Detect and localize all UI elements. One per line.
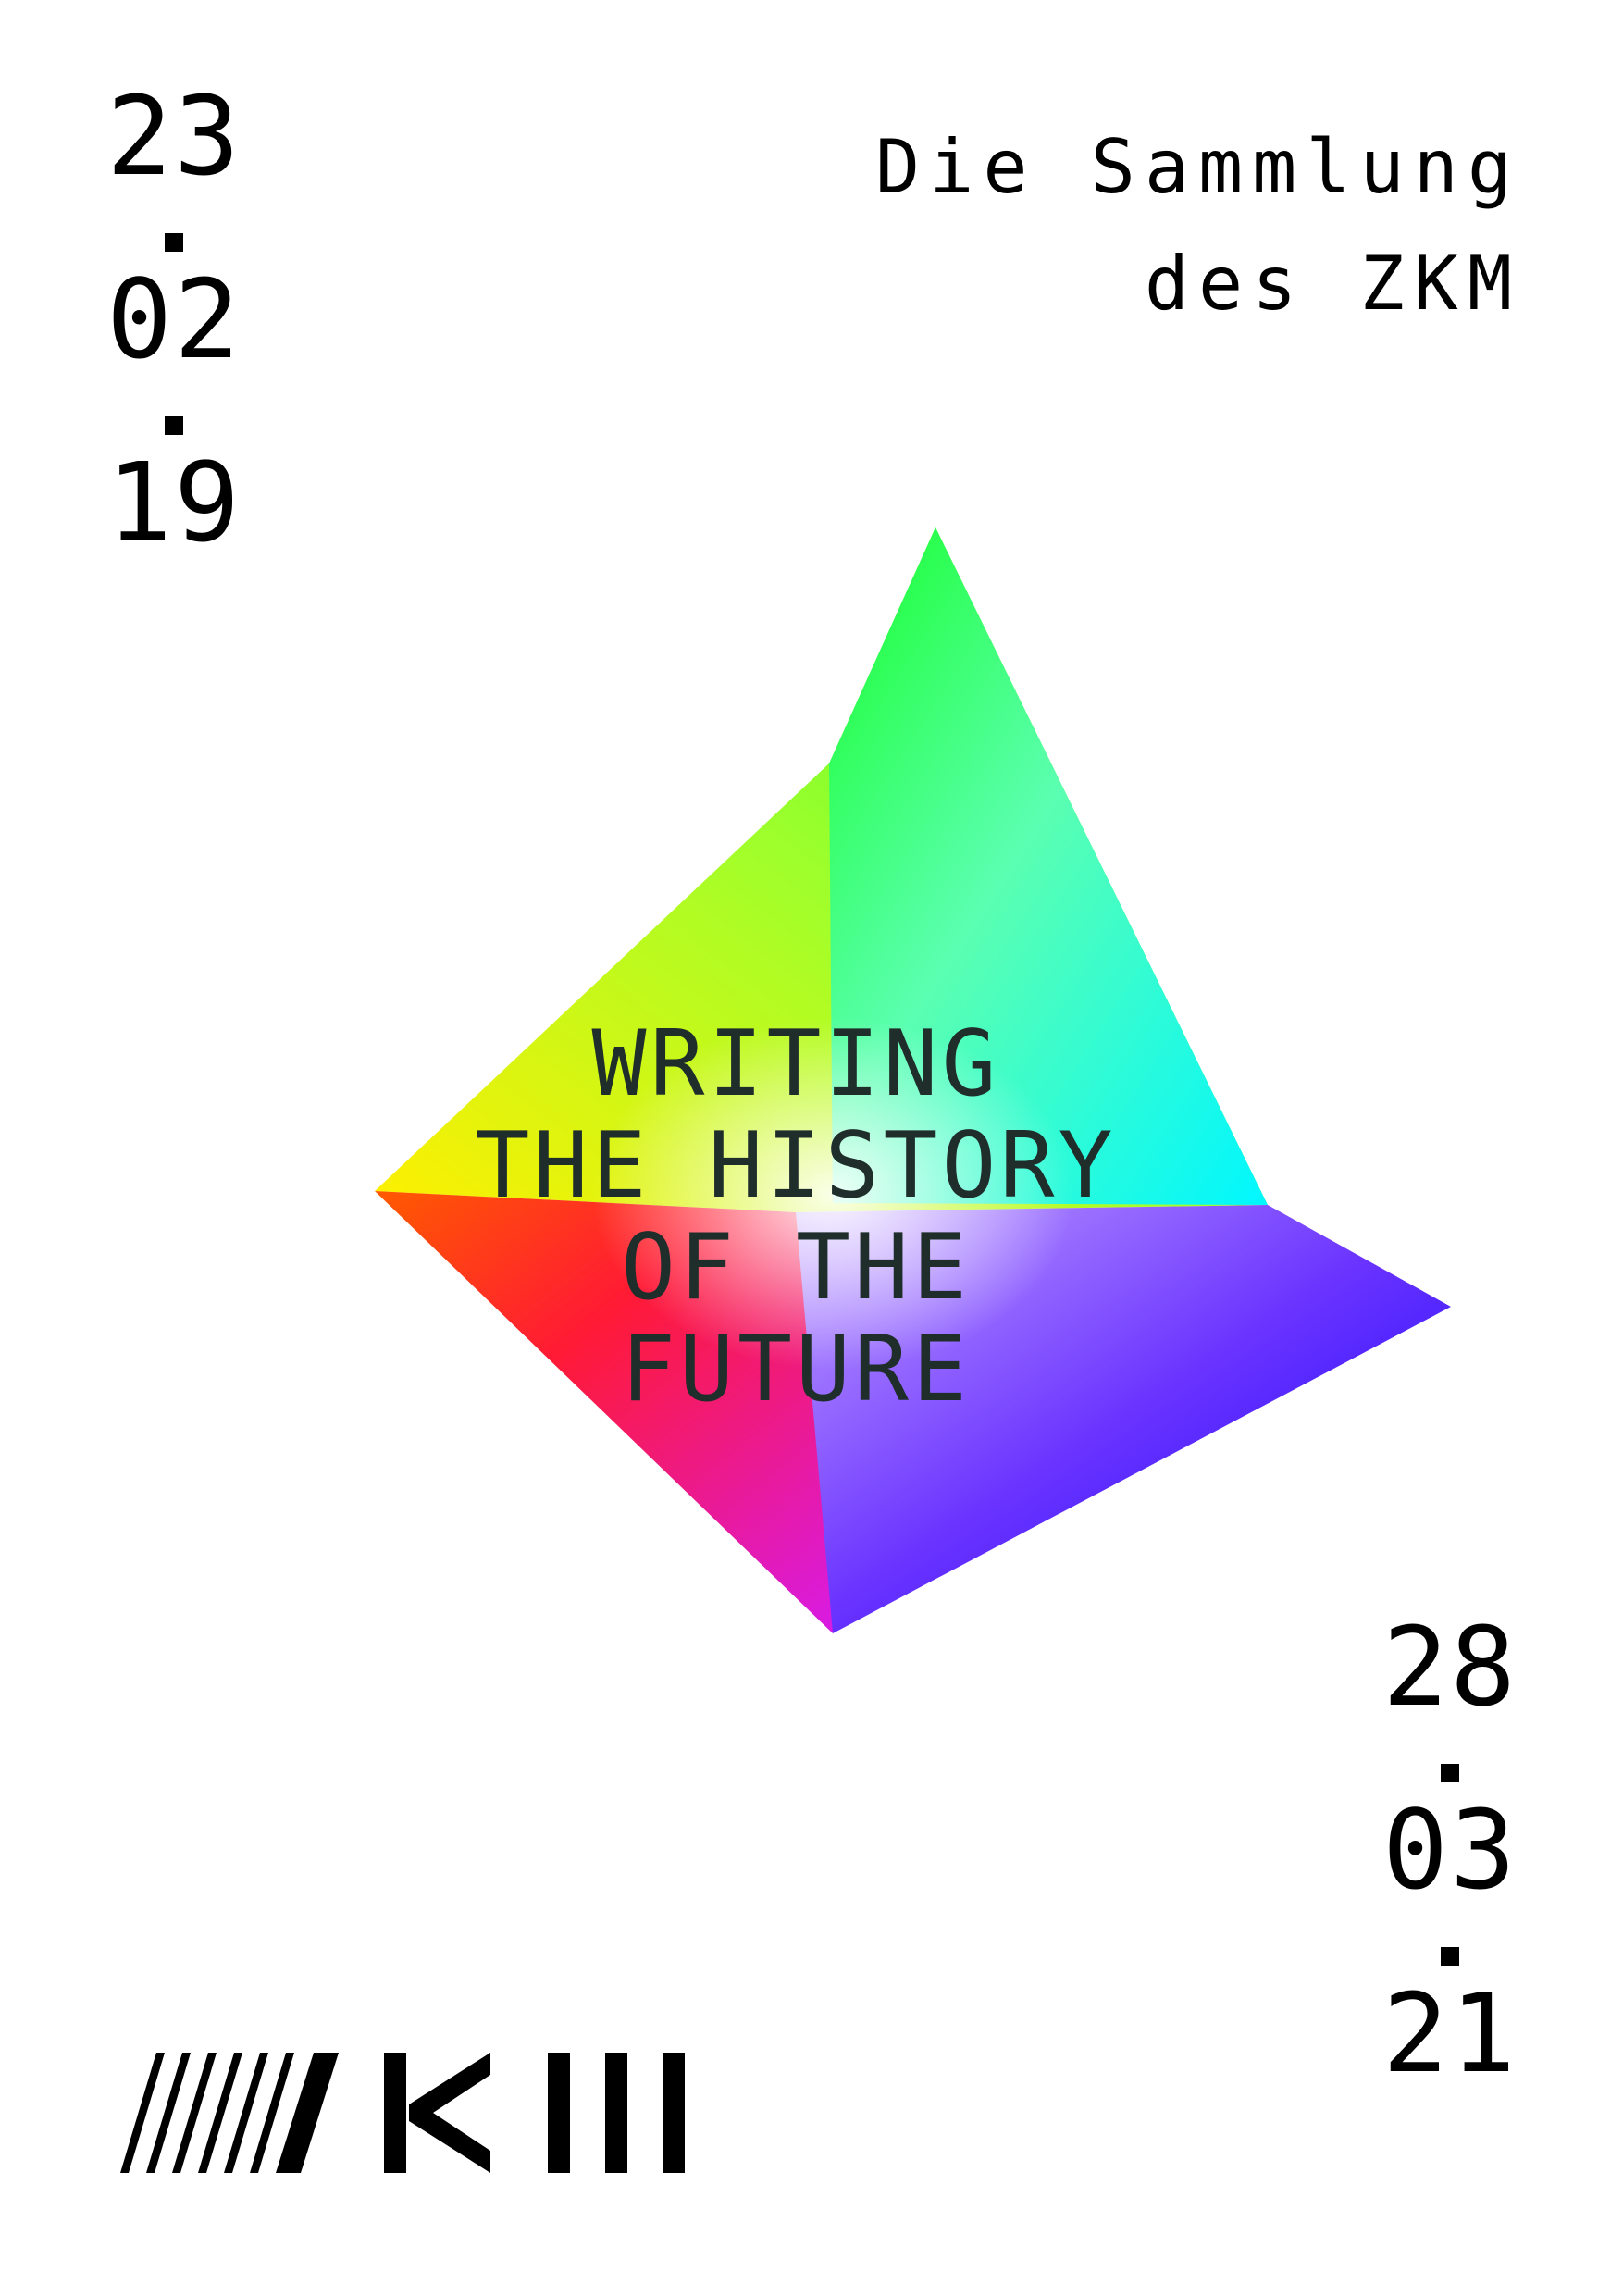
title-line-1: WRITING	[591, 1011, 1000, 1117]
header-line-2: des ZKM	[1144, 241, 1521, 327]
date-separator-dot	[1441, 1764, 1459, 1782]
title-line-2: THE HISTORY	[475, 1113, 1117, 1219]
date-separator-dot	[165, 416, 183, 435]
start-year: 19	[105, 439, 242, 566]
end-day: 28	[1381, 1603, 1518, 1731]
end-date: 28 03 21	[1376, 1610, 1524, 2090]
end-year: 21	[1381, 1969, 1518, 2097]
date-separator-dot	[165, 233, 183, 252]
end-month: 03	[1381, 1786, 1518, 1914]
title-line-4: FUTURE	[620, 1317, 971, 1422]
exhibition-title: WRITING THE HISTORY OF THE FUTURE	[435, 1013, 1157, 1421]
start-day: 23	[105, 72, 242, 200]
header-text: Die Sammlung des ZKM	[875, 109, 1521, 342]
date-separator-dot	[1441, 1947, 1459, 1966]
start-date: 23 02 19	[100, 80, 248, 559]
title-line-3: OF THE	[620, 1215, 971, 1321]
zkm-logo-icon	[120, 2053, 685, 2173]
start-month: 02	[105, 255, 242, 383]
header-line-1: Die Sammlung	[875, 124, 1521, 210]
